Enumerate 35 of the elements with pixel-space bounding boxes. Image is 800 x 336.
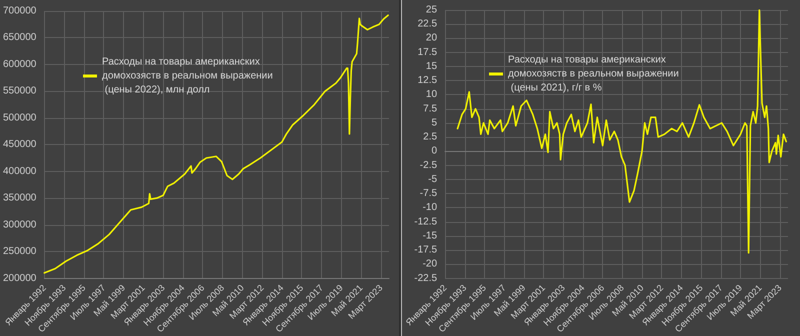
y-tick-label: -20 bbox=[422, 258, 438, 270]
y-tick-label: -10 bbox=[422, 202, 438, 214]
y-tick-label: -17.5 bbox=[414, 244, 438, 256]
y-tick-label: 0 bbox=[431, 146, 438, 157]
y-tick-label: 350000 bbox=[2, 192, 37, 204]
y-tick-label: 12.5 bbox=[418, 75, 438, 86]
y-tick-label: 700000 bbox=[2, 6, 37, 16]
legend-label: Расходы на товары американских домохозяств в реальном выражении (цены 2021), г/г в % bbox=[508, 54, 679, 94]
y-tick-label: 15 bbox=[426, 60, 438, 72]
y-tick-label: 200000 bbox=[2, 272, 37, 284]
y-tick-label: 400000 bbox=[2, 166, 37, 177]
y-tick-label: 500000 bbox=[2, 112, 37, 124]
y-tick-label: 600000 bbox=[2, 58, 37, 70]
y-tick-label: 2.5 bbox=[423, 132, 438, 143]
y-tick-label: 450000 bbox=[2, 139, 37, 150]
y-tick-label: 250000 bbox=[2, 246, 37, 258]
y-tick-label: -2.5 bbox=[420, 160, 438, 171]
y-tick-label: 25 bbox=[426, 4, 438, 16]
line-series bbox=[456, 9, 788, 254]
y-tick-label: -12.5 bbox=[414, 216, 438, 228]
y-tick-label: 17.5 bbox=[418, 46, 438, 58]
line-series bbox=[44, 14, 389, 274]
y-tick-label: -5 bbox=[428, 174, 438, 185]
y-tick-label: 7.5 bbox=[423, 103, 438, 114]
y-tick-label: 10 bbox=[426, 89, 438, 100]
y-tick-label: 300000 bbox=[2, 219, 37, 230]
y-tick-label: 20 bbox=[426, 32, 438, 44]
y-tick-label: -15 bbox=[422, 230, 438, 242]
y-tick-label: 22.5 bbox=[418, 18, 438, 30]
y-tick-label: -7.5 bbox=[420, 188, 438, 200]
y-tick-label: 550000 bbox=[2, 86, 37, 97]
y-tick-label: 5 bbox=[431, 117, 438, 128]
legend-label: Расходы на товары американских домохозяств в реальном выражении (цены 2022), млн долл bbox=[102, 56, 273, 96]
y-tick-label: 650000 bbox=[2, 32, 37, 44]
y-tick-label: -22.5 bbox=[414, 272, 438, 284]
